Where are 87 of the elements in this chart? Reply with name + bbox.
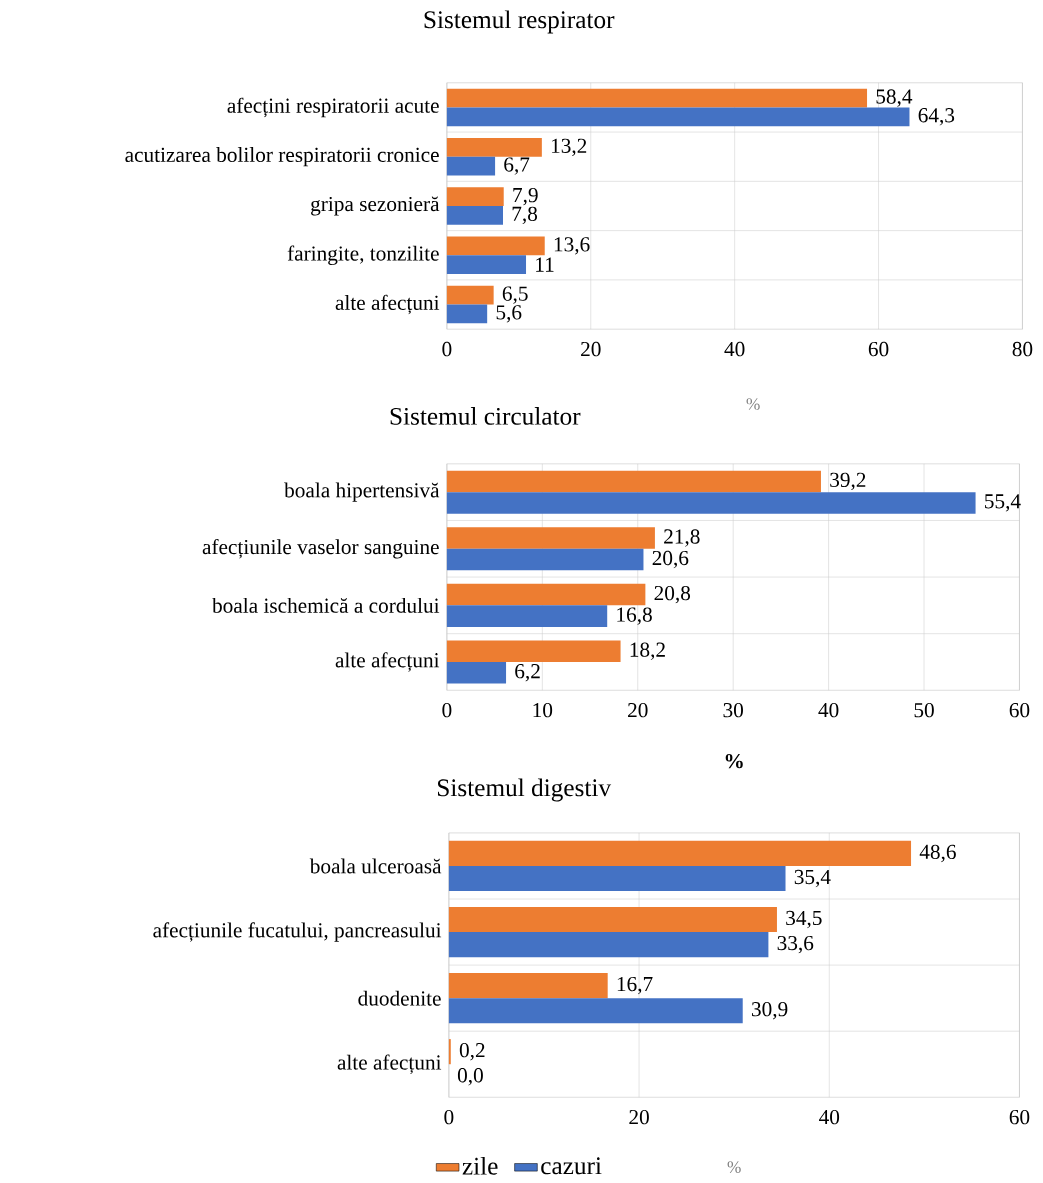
data-label: 5,6: [496, 305, 522, 323]
data-label: 6,2: [515, 664, 540, 682]
data-label: 48,6: [919, 844, 956, 863]
y-tick-label: duodenite: [358, 990, 441, 1006]
bar: [448, 865, 786, 892]
data-label: 39,2: [830, 472, 866, 491]
y-tick-label: acutizarea bolilor respiratorii cronice: [125, 147, 439, 167]
bar: [446, 236, 545, 256]
data-label: 30,9: [751, 1001, 788, 1020]
data-label: 0,2: [459, 1042, 485, 1061]
x-axis-title: %: [727, 1161, 741, 1173]
y-tick-label: gripa sezonieră: [310, 196, 440, 216]
data-label: 6,5: [502, 286, 528, 304]
x-axis-title: %: [746, 398, 760, 410]
x-tick-label: 20: [629, 1109, 649, 1125]
data-label: 18,2: [630, 642, 665, 660]
chart-title: Sistemul digestiv: [437, 778, 611, 802]
y-tick-label: alte afecțuni: [335, 294, 439, 315]
x-tick-label: 20: [627, 702, 648, 718]
bar: [446, 156, 495, 176]
bar: [446, 285, 494, 305]
y-tick-label: afecțini respiratorii acute: [227, 97, 439, 118]
x-tick-label: 0: [442, 341, 452, 357]
bar: [446, 470, 821, 493]
data-label: 0,0: [457, 1068, 483, 1086]
y-tick-label: afecțiunile fucatului, pancreasului: [153, 922, 441, 942]
legend-label: zile: [462, 1156, 498, 1175]
x-tick-label: 0: [444, 1109, 454, 1125]
x-tick-label: 60: [1009, 702, 1030, 718]
x-tick-label: 80: [1012, 341, 1033, 357]
y-tick-label: boala ischemică a cordului: [211, 597, 439, 613]
bar: [448, 973, 608, 999]
data-label: 33,6: [777, 935, 814, 954]
data-label: 21,8: [663, 529, 700, 547]
chart-title: Sistemul respirator: [424, 10, 615, 34]
y-tick-label: alte afecțuni: [335, 652, 439, 672]
bar: [446, 205, 503, 225]
data-label: 7,8: [512, 206, 537, 225]
data-label: 11: [535, 257, 554, 272]
data-label: 13,2: [551, 138, 586, 157]
data-label: 13,6: [554, 237, 590, 255]
y-tick-label: boala hipertensivă: [283, 482, 440, 502]
data-label: 58,4: [876, 89, 912, 107]
data-label: 7,9: [513, 187, 538, 206]
bar: [446, 107, 910, 127]
x-tick-label: 60: [1009, 1109, 1030, 1125]
data-label: 6,7: [504, 157, 530, 175]
bar: [446, 661, 506, 684]
y-tick-label: faringite, tonzilite: [287, 245, 439, 266]
data-label: 35,4: [794, 869, 831, 888]
x-tick-label: 30: [723, 702, 743, 718]
bar: [446, 187, 504, 206]
x-tick-label: 10: [533, 702, 552, 718]
x-axis-title: %: [725, 753, 743, 769]
x-tick-label: 40: [724, 341, 745, 357]
data-label: 16,7: [617, 976, 653, 995]
bar: [448, 840, 911, 866]
y-tick-label: afecțiunile vaselor sanguine: [202, 538, 439, 559]
data-label: 20,8: [654, 585, 690, 604]
bar: [448, 906, 777, 933]
chart-title: Sistemul circulator: [390, 407, 581, 425]
bar: [446, 88, 867, 108]
bar: [446, 255, 526, 274]
data-label: 64,3: [918, 108, 954, 126]
legend-label: cazuri: [541, 1157, 602, 1175]
data-label: 16,8: [617, 607, 652, 625]
bar: [446, 605, 608, 627]
data-label: 55,4: [984, 494, 1021, 512]
bar: [448, 998, 743, 1024]
bar: [448, 932, 769, 958]
y-tick-label: boala ulceroasă: [309, 858, 442, 874]
data-label: 34,5: [786, 910, 822, 929]
bar: [446, 640, 621, 662]
x-tick-label: 0: [442, 702, 452, 718]
bar: [446, 583, 646, 606]
bar: [446, 548, 644, 571]
bar: [446, 492, 976, 514]
data-label: 20,6: [652, 550, 689, 569]
bar: [446, 137, 542, 157]
x-tick-label: 20: [580, 341, 601, 357]
y-tick-label: alte afecțuni: [337, 1054, 441, 1074]
x-tick-label: 40: [818, 1109, 839, 1125]
x-tick-label: 40: [818, 702, 839, 718]
bar: [446, 304, 487, 324]
bar: [446, 527, 655, 549]
x-tick-label: 60: [868, 341, 889, 357]
x-tick-label: 50: [914, 702, 934, 718]
